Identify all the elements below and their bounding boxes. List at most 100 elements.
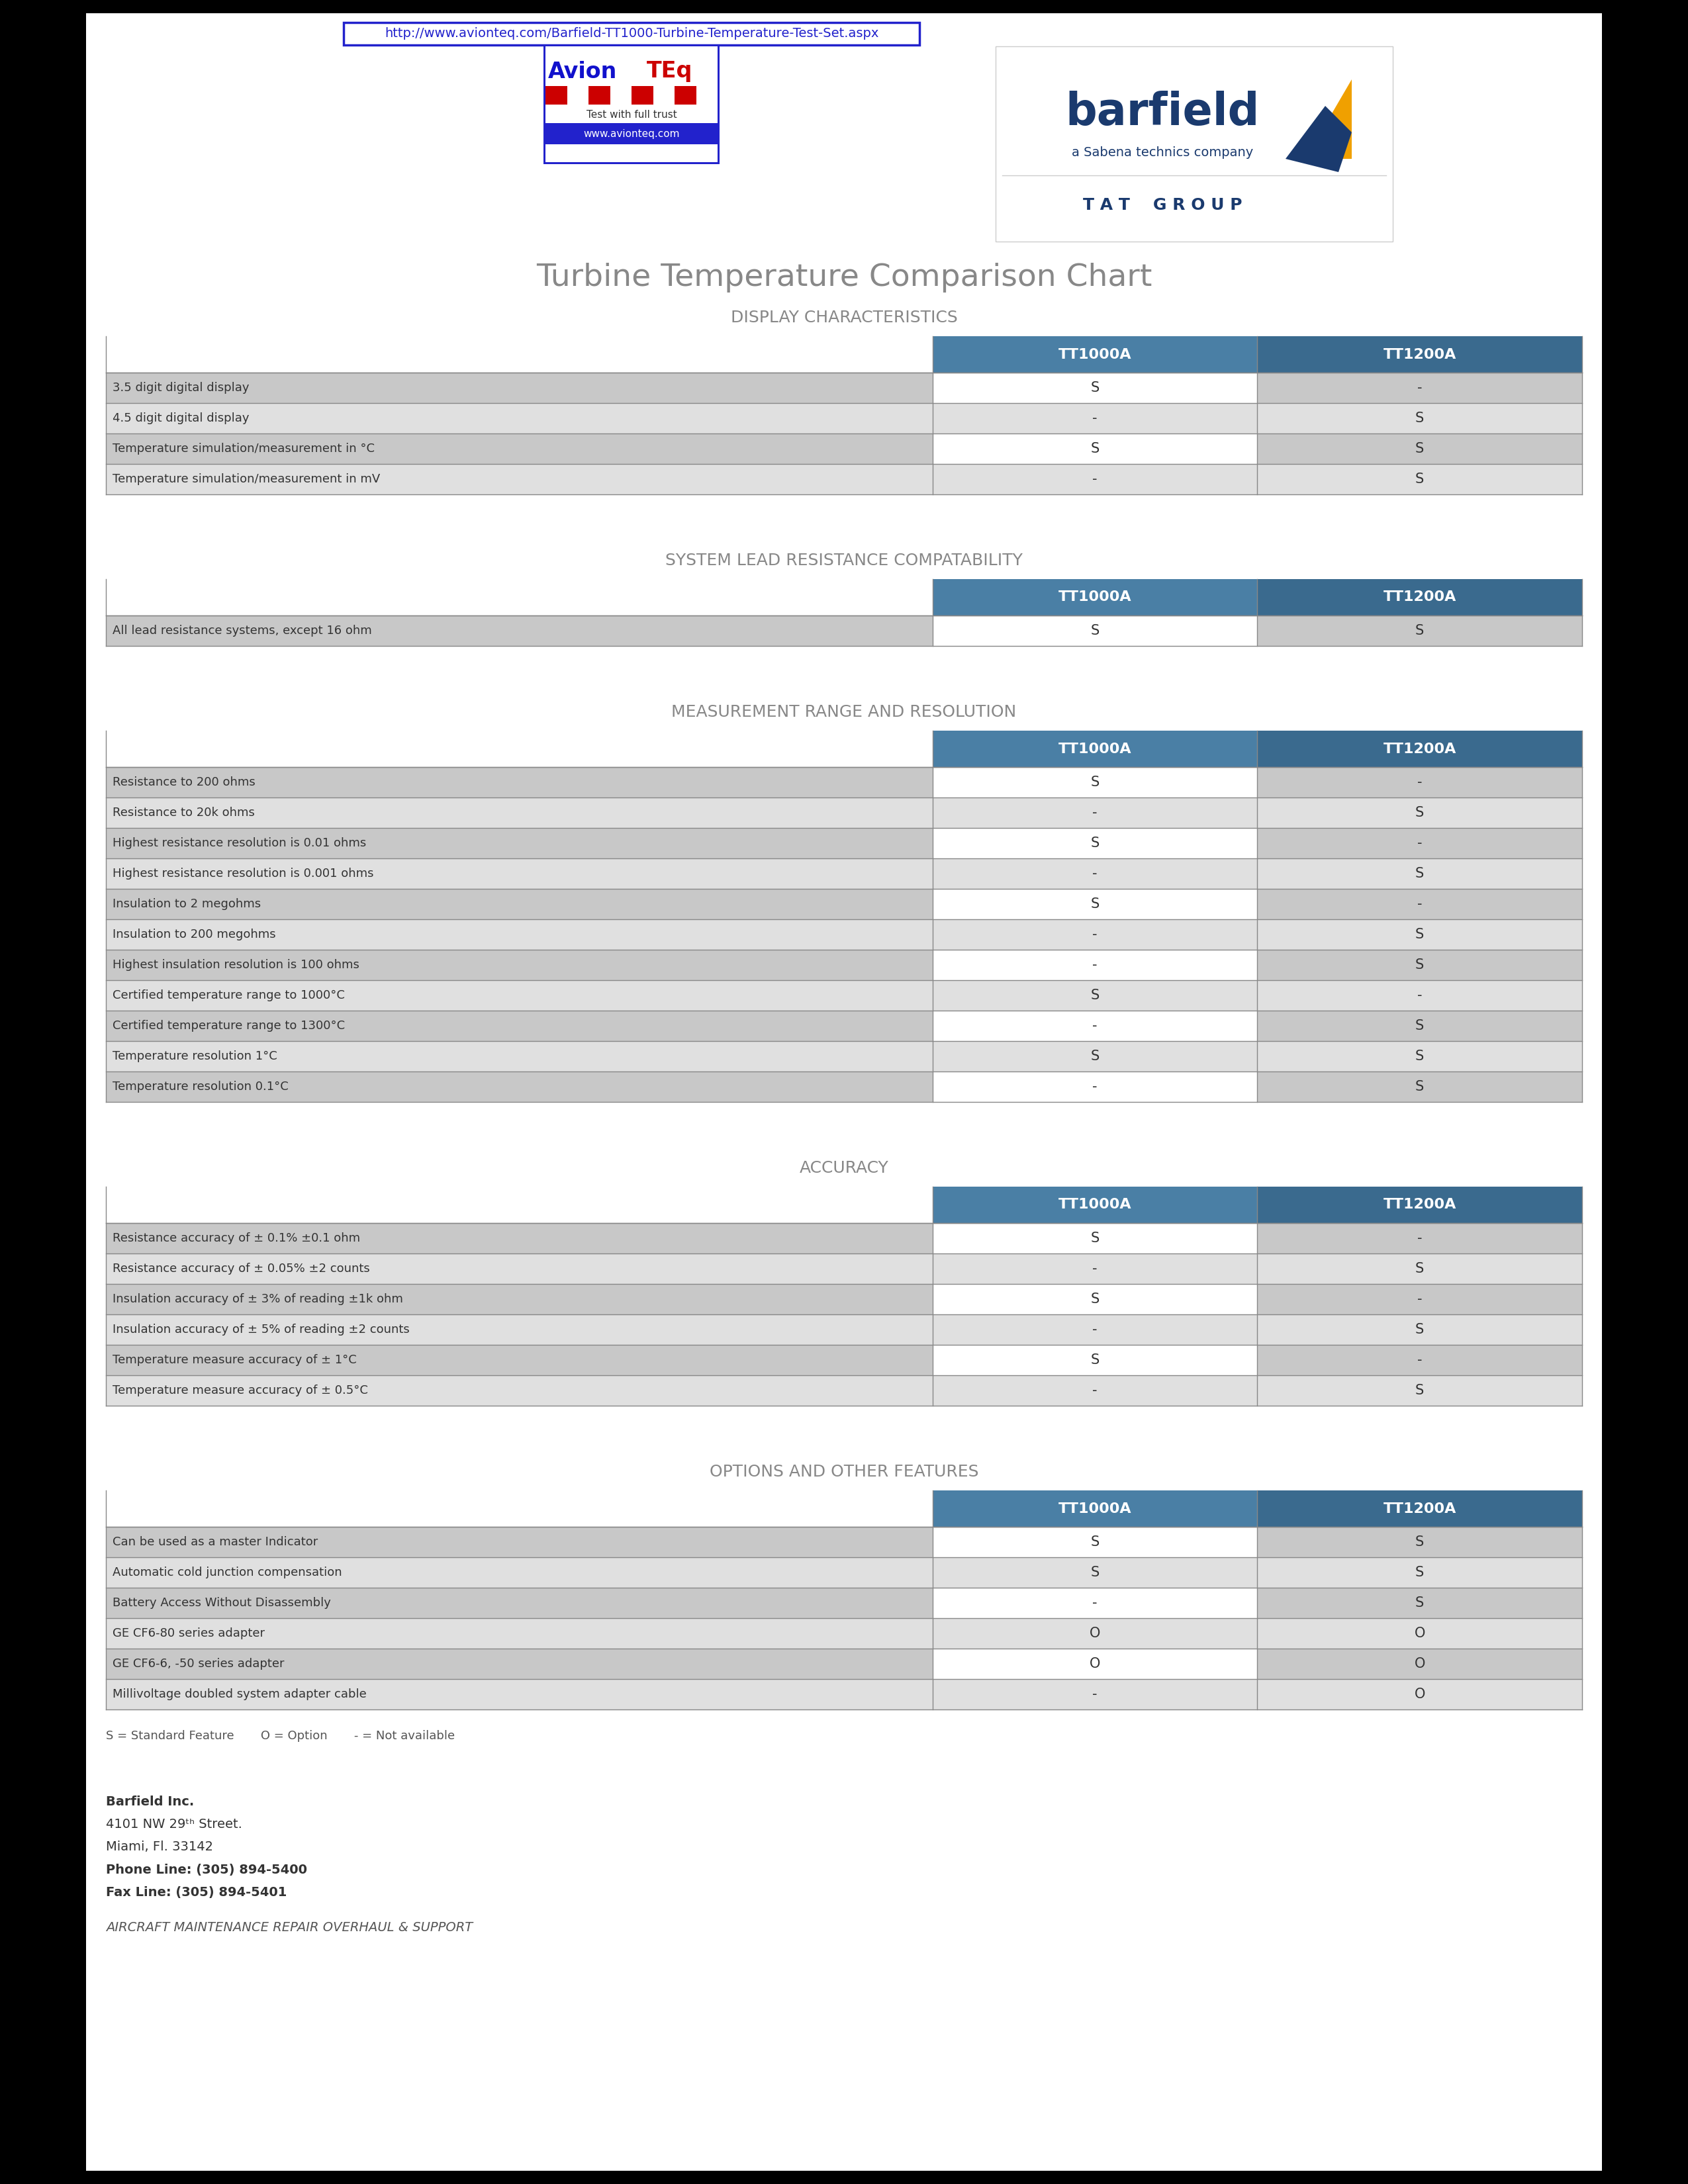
Bar bbox=[106, 981, 932, 1011]
Bar bbox=[932, 1186, 1258, 1223]
Text: Fax Line: (305) 894-5401: Fax Line: (305) 894-5401 bbox=[106, 1885, 287, 1898]
Text: -: - bbox=[1092, 867, 1097, 880]
Text: Miami, Fl. 33142: Miami, Fl. 33142 bbox=[106, 1841, 213, 1854]
Text: S: S bbox=[1415, 472, 1425, 485]
Bar bbox=[106, 767, 932, 797]
Bar bbox=[932, 1649, 1258, 1679]
Bar bbox=[106, 1072, 932, 1103]
Text: O: O bbox=[1415, 1688, 1425, 1701]
Text: S: S bbox=[1415, 1262, 1425, 1275]
Text: Highest resistance resolution is 0.001 ohms: Highest resistance resolution is 0.001 o… bbox=[113, 867, 373, 880]
Text: -: - bbox=[1418, 1232, 1423, 1245]
Text: Temperature resolution 0.1°C: Temperature resolution 0.1°C bbox=[113, 1081, 289, 1092]
Text: S: S bbox=[1415, 806, 1425, 819]
Bar bbox=[106, 1527, 932, 1557]
Text: -: - bbox=[1092, 1081, 1097, 1094]
Bar bbox=[1258, 1042, 1582, 1072]
Text: S: S bbox=[1090, 1354, 1099, 1367]
Bar bbox=[1258, 1489, 1582, 1527]
Bar bbox=[653, 85, 675, 105]
Bar bbox=[106, 828, 932, 858]
Text: Temperature resolution 1°C: Temperature resolution 1°C bbox=[113, 1051, 277, 1061]
Bar bbox=[106, 616, 932, 646]
Bar bbox=[1258, 1315, 1582, 1345]
Text: S: S bbox=[1415, 1020, 1425, 1033]
Bar bbox=[106, 1284, 932, 1315]
Bar bbox=[106, 889, 932, 919]
Text: S: S bbox=[1415, 1597, 1425, 1610]
Bar bbox=[932, 1557, 1258, 1588]
Text: TT1200A: TT1200A bbox=[1382, 743, 1457, 756]
Text: barfield: barfield bbox=[1065, 92, 1259, 135]
Bar bbox=[932, 732, 1258, 767]
Text: TEq: TEq bbox=[647, 61, 692, 83]
Bar bbox=[106, 1376, 932, 1406]
Bar bbox=[932, 1315, 1258, 1345]
Bar bbox=[1258, 1649, 1582, 1679]
Bar bbox=[932, 981, 1258, 1011]
Bar bbox=[932, 579, 1258, 616]
Bar bbox=[1258, 1557, 1582, 1588]
Bar bbox=[932, 1527, 1258, 1557]
Text: S: S bbox=[1090, 441, 1099, 454]
Bar bbox=[1258, 463, 1582, 494]
Bar bbox=[932, 1042, 1258, 1072]
Bar bbox=[932, 1376, 1258, 1406]
Bar bbox=[1258, 373, 1582, 404]
Bar bbox=[932, 858, 1258, 889]
Text: Barfield Inc.: Barfield Inc. bbox=[106, 1795, 194, 1808]
Bar bbox=[932, 463, 1258, 494]
Text: -: - bbox=[1418, 836, 1423, 850]
Bar bbox=[1258, 858, 1582, 889]
Bar bbox=[106, 373, 932, 404]
Bar bbox=[106, 950, 932, 981]
Bar bbox=[932, 1223, 1258, 1254]
Bar bbox=[106, 1557, 932, 1588]
Text: T A T    G R O U P: T A T G R O U P bbox=[1082, 197, 1242, 214]
Text: http://www.avionteq.com/Barfield-TT1000-Turbine-Temperature-Test-Set.aspx: http://www.avionteq.com/Barfield-TT1000-… bbox=[385, 28, 879, 39]
Bar bbox=[567, 85, 589, 105]
Text: -: - bbox=[1092, 1020, 1097, 1033]
Text: Certified temperature range to 1000°C: Certified temperature range to 1000°C bbox=[113, 989, 344, 1000]
Text: S: S bbox=[1090, 1051, 1099, 1064]
Bar bbox=[1258, 889, 1582, 919]
Bar bbox=[106, 432, 932, 463]
Bar bbox=[106, 1649, 932, 1679]
Bar bbox=[1258, 1011, 1582, 1042]
Text: Temperature simulation/measurement in °C: Temperature simulation/measurement in °C bbox=[113, 443, 375, 454]
Bar bbox=[1258, 732, 1582, 767]
Bar bbox=[996, 46, 1393, 242]
Bar bbox=[106, 1618, 932, 1649]
Text: S = Standard Feature       O = Option       - = Not available: S = Standard Feature O = Option - = Not … bbox=[106, 1730, 454, 1743]
Text: Insulation to 2 megohms: Insulation to 2 megohms bbox=[113, 898, 262, 911]
Bar bbox=[106, 404, 932, 432]
Text: Temperature measure accuracy of ± 1°C: Temperature measure accuracy of ± 1°C bbox=[113, 1354, 356, 1365]
Text: Test with full trust: Test with full trust bbox=[586, 109, 677, 120]
Text: S: S bbox=[1415, 1566, 1425, 1579]
Text: -: - bbox=[1092, 1262, 1097, 1275]
Text: TT1000A: TT1000A bbox=[1058, 1199, 1131, 1212]
Bar bbox=[1258, 432, 1582, 463]
Bar bbox=[86, 13, 1602, 2171]
Text: -: - bbox=[1418, 382, 1423, 395]
Text: Phone Line: (305) 894-5400: Phone Line: (305) 894-5400 bbox=[106, 1863, 307, 1876]
Bar bbox=[932, 828, 1258, 858]
Text: -: - bbox=[1092, 959, 1097, 972]
Text: -: - bbox=[1092, 1385, 1097, 1398]
Text: O: O bbox=[1089, 1658, 1101, 1671]
Bar bbox=[932, 1011, 1258, 1042]
Bar bbox=[932, 1588, 1258, 1618]
Bar bbox=[106, 463, 932, 494]
Text: -: - bbox=[1092, 472, 1097, 485]
Text: O: O bbox=[1415, 1658, 1425, 1671]
Text: O: O bbox=[1089, 1627, 1101, 1640]
Text: S: S bbox=[1415, 1385, 1425, 1398]
Text: S: S bbox=[1090, 1566, 1099, 1579]
Bar bbox=[932, 373, 1258, 404]
Text: Insulation accuracy of ± 5% of reading ±2 counts: Insulation accuracy of ± 5% of reading ±… bbox=[113, 1324, 410, 1337]
Text: ACCURACY: ACCURACY bbox=[800, 1160, 888, 1175]
Bar bbox=[932, 1618, 1258, 1649]
Text: 3.5 digit digital display: 3.5 digit digital display bbox=[113, 382, 250, 393]
Bar bbox=[932, 797, 1258, 828]
Text: DISPLAY CHARACTERISTICS: DISPLAY CHARACTERISTICS bbox=[731, 310, 957, 325]
